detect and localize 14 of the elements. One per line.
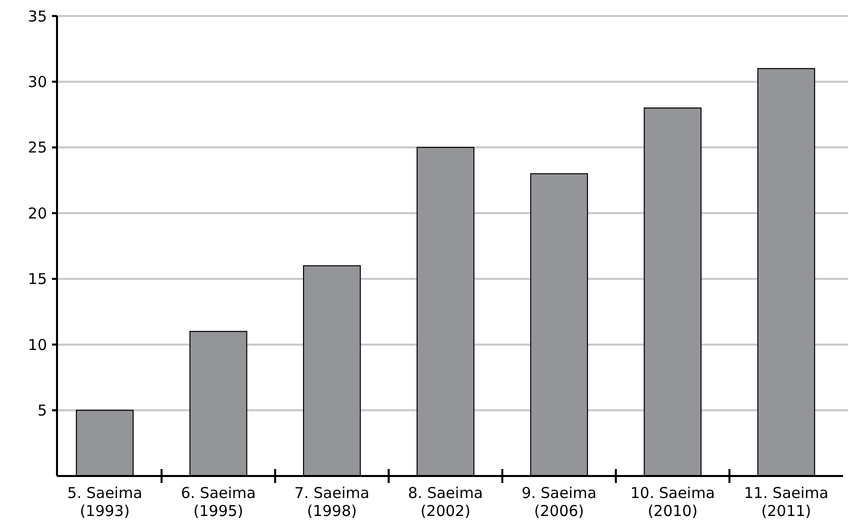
x-tick-label: 6. Saeima (1995) <box>180 484 256 520</box>
x-tick-label: 9. Saeima (2006) <box>522 484 597 520</box>
y-tick-label: 5 <box>37 402 47 420</box>
x-tick-label: 11. Saeima (2011) <box>744 484 828 520</box>
y-tick-label: 20 <box>28 204 47 222</box>
x-tick-label: 8. Saeima (2002) <box>408 484 483 520</box>
x-tick-label: 5. Saeima (1993) <box>67 484 142 520</box>
y-tick-label: 10 <box>28 336 47 354</box>
y-tick-label: 15 <box>28 270 47 288</box>
y-tick-label: 35 <box>28 7 47 26</box>
y-tick-label: 30 <box>28 72 47 91</box>
x-tick-label: 7. Saeima (1998) <box>294 484 370 520</box>
x-tick-label: 10. Saeima (2010) <box>630 484 715 520</box>
y-tick-label: 25 <box>28 138 47 157</box>
